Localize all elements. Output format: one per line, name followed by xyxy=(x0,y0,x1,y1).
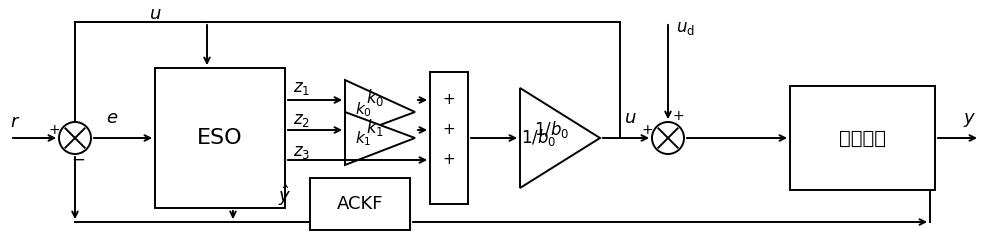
Text: $k_0$: $k_0$ xyxy=(366,88,384,109)
Polygon shape xyxy=(345,80,415,138)
Text: +: + xyxy=(443,123,455,137)
Text: $u$: $u$ xyxy=(149,5,161,23)
Text: +: + xyxy=(443,153,455,167)
Text: $r$: $r$ xyxy=(10,113,20,131)
Text: +: + xyxy=(641,123,653,137)
Text: $z_2$: $z_2$ xyxy=(293,111,311,129)
Text: $\hat{y}$: $\hat{y}$ xyxy=(278,184,292,208)
Text: ESO: ESO xyxy=(197,128,243,148)
Bar xyxy=(790,86,935,190)
Text: $e$: $e$ xyxy=(106,109,118,127)
Text: +: + xyxy=(48,123,60,137)
Polygon shape xyxy=(345,112,415,165)
Bar xyxy=(155,68,285,208)
Text: $1/b_0$: $1/b_0$ xyxy=(534,120,570,141)
Circle shape xyxy=(652,122,684,154)
Text: −: − xyxy=(71,151,85,169)
Bar xyxy=(310,178,410,230)
Text: 被控对象: 被控对象 xyxy=(839,128,886,148)
Text: +: + xyxy=(672,109,684,123)
Text: $u_{\mathrm{d}}$: $u_{\mathrm{d}}$ xyxy=(676,19,694,37)
Text: $z_1$: $z_1$ xyxy=(293,79,311,97)
Circle shape xyxy=(59,122,91,154)
Text: $k_1$: $k_1$ xyxy=(366,118,384,138)
Polygon shape xyxy=(520,88,600,188)
Text: $k_0$: $k_0$ xyxy=(355,101,372,119)
Text: $y$: $y$ xyxy=(963,111,977,129)
Text: $k_1$: $k_1$ xyxy=(355,129,372,148)
Text: $z_3$: $z_3$ xyxy=(293,143,311,161)
Text: ACKF: ACKF xyxy=(337,195,383,213)
Text: $1/b_0$: $1/b_0$ xyxy=(521,127,556,149)
Text: +: + xyxy=(443,93,455,107)
Bar xyxy=(430,72,468,204)
Text: $u$: $u$ xyxy=(624,109,636,127)
